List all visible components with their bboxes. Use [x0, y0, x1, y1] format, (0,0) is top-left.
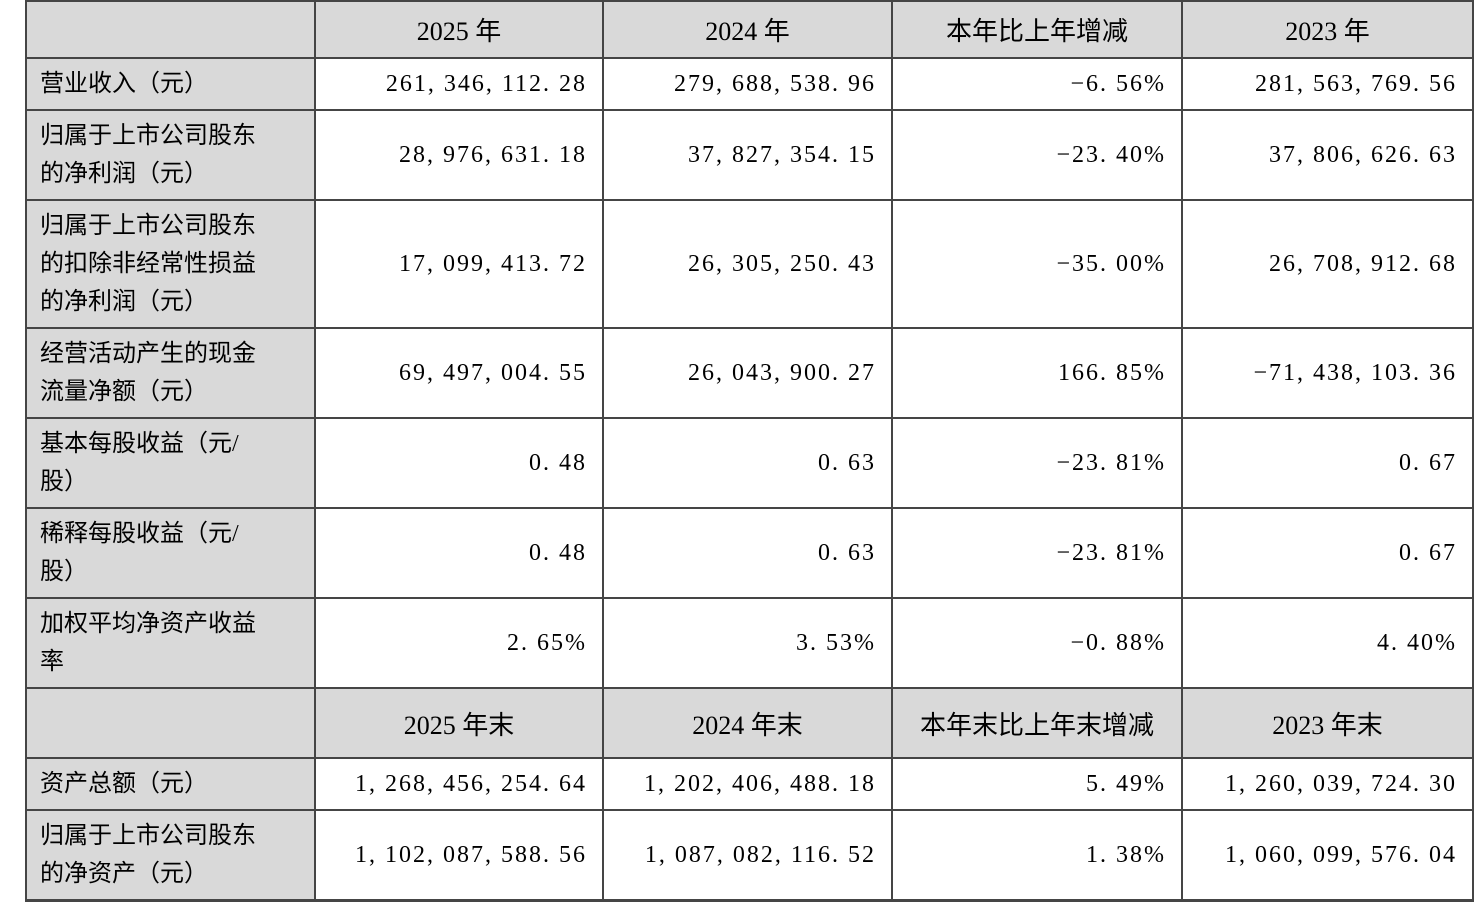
row-label-operating-revenue: 营业收入（元） — [25, 57, 316, 111]
cell-value: 26, 043, 900. 27 — [602, 327, 893, 419]
row-label-total-assets: 资产总额（元） — [25, 757, 316, 811]
col-header-2023-end: 2023 年末 — [1181, 687, 1474, 759]
row-label-net-profit-excl-nonrecurring: 归属于上市公司股东 的扣除非经常性损益 的净利润（元） — [25, 199, 316, 329]
cell-value: 26, 708, 912. 68 — [1181, 199, 1474, 329]
cell-value: 2. 65% — [314, 597, 604, 689]
cell-value: 17, 099, 413. 72 — [314, 199, 604, 329]
cell-value: 3. 53% — [602, 597, 893, 689]
col-header-2023: 2023 年 — [1181, 0, 1474, 59]
cell-value: −71, 438, 103. 36 — [1181, 327, 1474, 419]
table-row: 归属于上市公司股东 的扣除非经常性损益 的净利润（元） 17, 099, 413… — [25, 199, 1474, 329]
cell-value: 1, 268, 456, 254. 64 — [314, 757, 604, 811]
cell-value: 1, 087, 082, 116. 52 — [602, 809, 893, 902]
col-header-yoy-change: 本年比上年增减 — [891, 0, 1183, 59]
cell-value: 28, 976, 631. 18 — [314, 109, 604, 201]
table-row: 加权平均净资产收益 率 2. 65% 3. 53% −0. 88% 4. 40% — [25, 597, 1474, 689]
cell-value: 5. 49% — [891, 757, 1183, 811]
table-row: 稀释每股收益（元/ 股） 0. 48 0. 63 −23. 81% 0. 67 — [25, 507, 1474, 599]
cell-value: −23. 81% — [891, 507, 1183, 599]
corner-cell — [25, 0, 316, 59]
cell-value: 0. 48 — [314, 507, 604, 599]
cell-value: 4. 40% — [1181, 597, 1474, 689]
col-header-2024: 2024 年 — [602, 0, 893, 59]
col-header-2025: 2025 年 — [314, 0, 604, 59]
cell-value: −6. 56% — [891, 57, 1183, 111]
row-label-basic-eps: 基本每股收益（元/ 股） — [25, 417, 316, 509]
cell-value: 0. 67 — [1181, 417, 1474, 509]
cell-value: −0. 88% — [891, 597, 1183, 689]
cell-value: 1. 38% — [891, 809, 1183, 902]
financial-summary-table: 2025 年 2024 年 本年比上年增减 2023 年 营业收入（元） 261… — [25, 0, 1474, 902]
cell-value: 261, 346, 112. 28 — [314, 57, 604, 111]
cell-value: −35. 00% — [891, 199, 1183, 329]
table-row: 基本每股收益（元/ 股） 0. 48 0. 63 −23. 81% 0. 67 — [25, 417, 1474, 509]
row-label-net-profit: 归属于上市公司股东 的净利润（元） — [25, 109, 316, 201]
cell-value: 1, 060, 099, 576. 04 — [1181, 809, 1474, 902]
cell-value: 0. 63 — [602, 417, 893, 509]
cell-value: 279, 688, 538. 96 — [602, 57, 893, 111]
cell-value: 281, 563, 769. 56 — [1181, 57, 1474, 111]
cell-value: 26, 305, 250. 43 — [602, 199, 893, 329]
col-header-year-end-change: 本年末比上年末增减 — [891, 687, 1183, 759]
cell-value: 0. 63 — [602, 507, 893, 599]
cell-value: 0. 67 — [1181, 507, 1474, 599]
row-label-weighted-avg-roe: 加权平均净资产收益 率 — [25, 597, 316, 689]
header-row-annual: 2025 年 2024 年 本年比上年增减 2023 年 — [25, 0, 1474, 59]
cell-value: 1, 202, 406, 488. 18 — [602, 757, 893, 811]
cell-value: 166. 85% — [891, 327, 1183, 419]
cell-value: 37, 827, 354. 15 — [602, 109, 893, 201]
table-row: 归属于上市公司股东 的净资产（元） 1, 102, 087, 588. 56 1… — [25, 809, 1474, 902]
table-row: 营业收入（元） 261, 346, 112. 28 279, 688, 538.… — [25, 57, 1474, 111]
cell-value: −23. 40% — [891, 109, 1183, 201]
row-label-net-assets: 归属于上市公司股东 的净资产（元） — [25, 809, 316, 902]
col-header-2025-end: 2025 年末 — [314, 687, 604, 759]
cell-value: −23. 81% — [891, 417, 1183, 509]
cell-value: 1, 102, 087, 588. 56 — [314, 809, 604, 902]
header-row-year-end: 2025 年末 2024 年末 本年末比上年末增减 2023 年末 — [25, 687, 1474, 759]
cell-value: 1, 260, 039, 724. 30 — [1181, 757, 1474, 811]
row-label-diluted-eps: 稀释每股收益（元/ 股） — [25, 507, 316, 599]
corner-cell — [25, 687, 316, 759]
row-label-operating-cash-flow: 经营活动产生的现金 流量净额（元） — [25, 327, 316, 419]
table-row: 资产总额（元） 1, 268, 456, 254. 64 1, 202, 406… — [25, 757, 1474, 811]
table-row: 经营活动产生的现金 流量净额（元） 69, 497, 004. 55 26, 0… — [25, 327, 1474, 419]
cell-value: 37, 806, 626. 63 — [1181, 109, 1474, 201]
cell-value: 69, 497, 004. 55 — [314, 327, 604, 419]
col-header-2024-end: 2024 年末 — [602, 687, 893, 759]
table-row: 归属于上市公司股东 的净利润（元） 28, 976, 631. 18 37, 8… — [25, 109, 1474, 201]
cell-value: 0. 48 — [314, 417, 604, 509]
